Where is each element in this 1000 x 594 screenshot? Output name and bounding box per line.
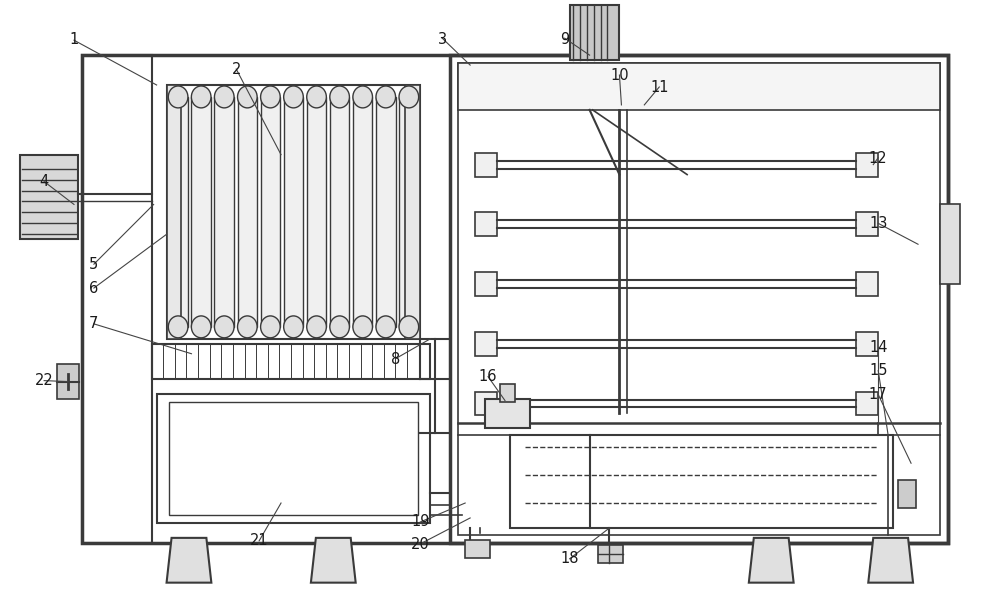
Bar: [168, 97, 188, 327]
Bar: [169, 402, 418, 515]
Bar: [500, 384, 515, 402]
Bar: [485, 399, 530, 428]
Ellipse shape: [376, 86, 396, 108]
Ellipse shape: [330, 316, 349, 338]
Bar: [261, 97, 280, 327]
Bar: [450, 55, 948, 543]
Ellipse shape: [214, 86, 234, 108]
Bar: [458, 63, 940, 110]
Ellipse shape: [284, 316, 303, 338]
Ellipse shape: [284, 86, 303, 108]
Text: 12: 12: [869, 150, 888, 166]
Polygon shape: [868, 538, 913, 583]
Text: 5: 5: [89, 257, 99, 272]
Text: 7: 7: [89, 316, 99, 331]
Polygon shape: [311, 538, 356, 583]
Ellipse shape: [261, 86, 280, 108]
Ellipse shape: [238, 316, 257, 338]
Bar: [475, 153, 497, 176]
Text: 16: 16: [479, 369, 497, 384]
Bar: [570, 5, 619, 60]
Bar: [307, 97, 326, 327]
Bar: [157, 394, 430, 523]
Text: 15: 15: [869, 364, 887, 378]
Ellipse shape: [376, 316, 396, 338]
Bar: [238, 97, 257, 327]
Bar: [399, 97, 419, 327]
Bar: [152, 344, 430, 378]
Text: 18: 18: [560, 551, 579, 566]
Text: 20: 20: [411, 536, 430, 552]
Text: 13: 13: [869, 216, 887, 230]
Text: 4: 4: [40, 174, 49, 189]
Ellipse shape: [307, 86, 326, 108]
Ellipse shape: [399, 86, 419, 108]
Bar: [940, 204, 960, 284]
Text: 1: 1: [69, 32, 79, 48]
Bar: [82, 55, 152, 543]
Bar: [856, 213, 878, 236]
Bar: [353, 97, 372, 327]
Ellipse shape: [191, 86, 211, 108]
Bar: [167, 85, 181, 339]
Bar: [475, 391, 497, 415]
Text: 11: 11: [650, 80, 669, 94]
Bar: [475, 213, 497, 236]
Polygon shape: [167, 538, 211, 583]
Text: 17: 17: [869, 387, 888, 402]
Text: 22: 22: [35, 374, 54, 388]
Ellipse shape: [353, 86, 372, 108]
Bar: [475, 272, 497, 296]
Bar: [214, 97, 234, 327]
Bar: [856, 391, 878, 415]
Bar: [475, 332, 497, 356]
Bar: [405, 85, 420, 339]
Ellipse shape: [353, 316, 372, 338]
Bar: [458, 63, 940, 535]
Ellipse shape: [307, 316, 326, 338]
Bar: [191, 97, 211, 327]
Text: 2: 2: [232, 62, 241, 77]
Bar: [167, 85, 420, 339]
Text: 9: 9: [560, 32, 569, 48]
Ellipse shape: [238, 86, 257, 108]
Text: 14: 14: [869, 340, 887, 355]
Bar: [856, 272, 878, 296]
Bar: [20, 154, 78, 239]
Text: 6: 6: [89, 280, 99, 296]
Bar: [376, 97, 396, 327]
Ellipse shape: [168, 316, 188, 338]
Bar: [82, 55, 948, 543]
Text: 19: 19: [411, 514, 430, 529]
Bar: [856, 153, 878, 176]
Bar: [57, 364, 79, 399]
Text: 3: 3: [438, 32, 447, 48]
Ellipse shape: [191, 316, 211, 338]
Ellipse shape: [261, 316, 280, 338]
Ellipse shape: [399, 316, 419, 338]
Ellipse shape: [330, 86, 349, 108]
Polygon shape: [749, 538, 794, 583]
Text: 8: 8: [391, 352, 400, 366]
Bar: [856, 332, 878, 356]
Bar: [284, 97, 303, 327]
Text: 21: 21: [250, 533, 268, 548]
Bar: [898, 480, 916, 508]
Ellipse shape: [168, 86, 188, 108]
Ellipse shape: [214, 316, 234, 338]
Bar: [465, 540, 490, 558]
Bar: [330, 97, 349, 327]
Bar: [510, 435, 893, 528]
Bar: [598, 545, 623, 563]
Text: 10: 10: [610, 68, 629, 83]
